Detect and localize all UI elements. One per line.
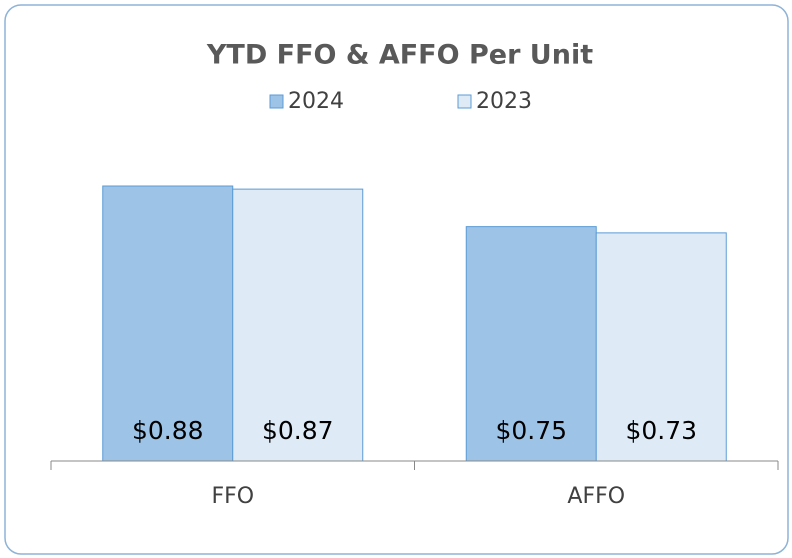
legend-label: 2024 [288,89,344,114]
bar [102,185,234,462]
data-label: $0.73 [625,416,697,445]
chart-title: YTD FFO & AFFO Per Unit [206,40,593,71]
legend-swatch [457,94,472,109]
data-label: $0.87 [262,416,334,445]
legend-swatch [269,94,284,109]
legend-label: 2023 [476,89,532,114]
bar [595,232,727,462]
x-tick-label: AFFO [567,484,625,509]
bar [232,188,364,462]
bar [465,226,597,462]
data-label: $0.75 [495,416,567,445]
data-label: $0.88 [132,416,204,445]
x-tick-label: FFO [211,484,254,509]
